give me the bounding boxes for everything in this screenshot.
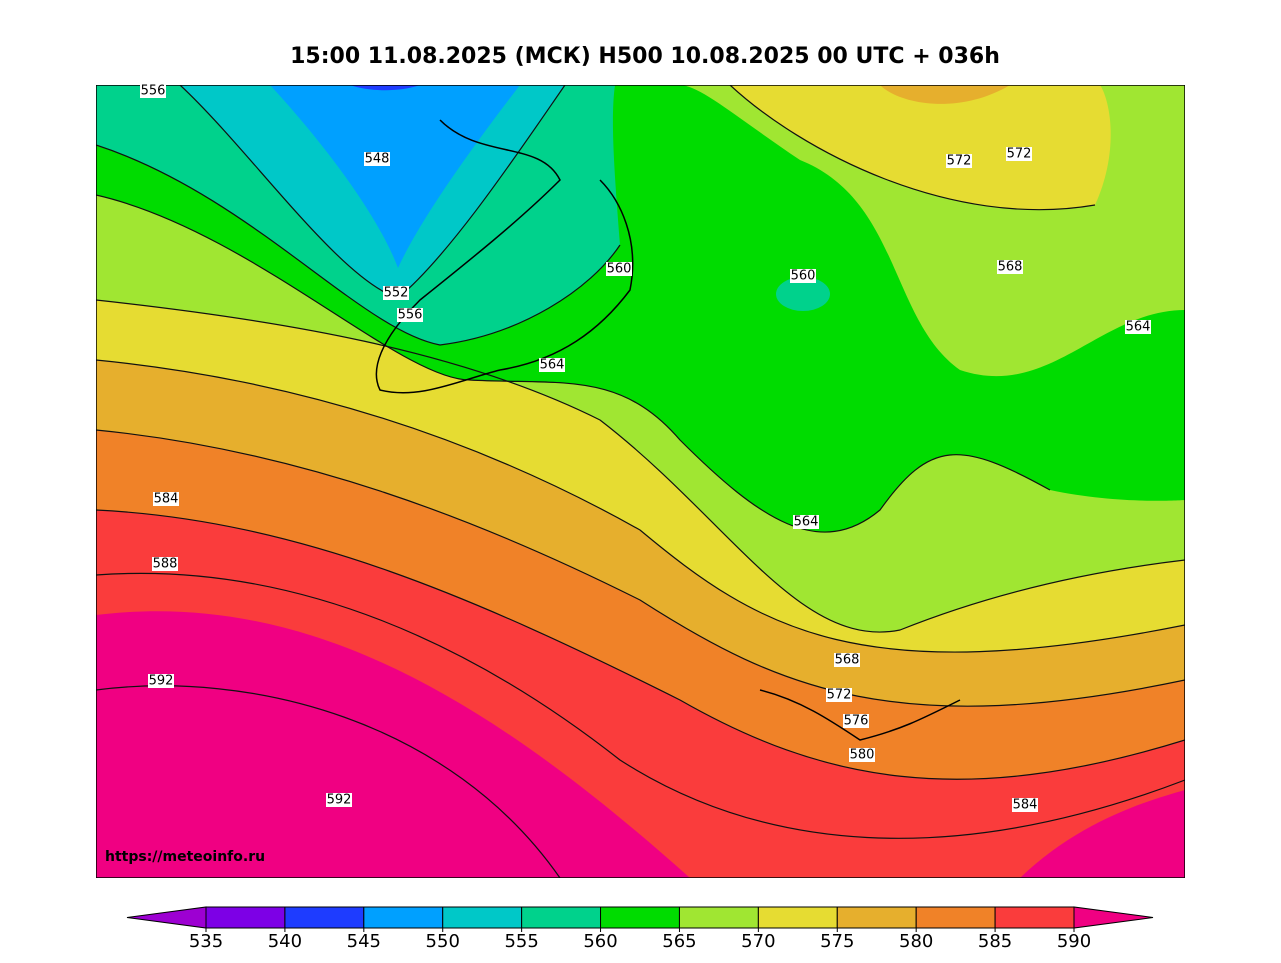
contour-label-bg — [397, 308, 423, 322]
contour-label-bg — [606, 262, 632, 276]
contour-label-bg — [153, 492, 179, 506]
colorbar-segment — [521, 906, 602, 929]
colorbar-segment — [678, 906, 759, 929]
contour-label: 564 — [540, 358, 565, 373]
contour-label-bg — [946, 154, 972, 168]
colorbar-segment — [205, 906, 286, 929]
colorbar-tick-label: 540 — [268, 931, 302, 952]
contour-label: 568 — [835, 653, 860, 668]
contour-label: 588 — [153, 557, 178, 572]
contour-label: 552 — [384, 286, 409, 301]
colorbar-tick-label: 570 — [741, 931, 775, 952]
contour-label: 592 — [327, 793, 352, 808]
title: 15:00 11.08.2025 (МСК) H500 10.08.2025 0… — [290, 44, 1000, 69]
contour-label-bg — [383, 286, 409, 300]
contour-label-bg — [997, 260, 1023, 274]
colorbar-tick-label: 575 — [820, 931, 854, 952]
contour-label-bg — [793, 515, 819, 529]
colorbar-tick-label: 585 — [978, 931, 1012, 952]
colorbar-tick-label: 555 — [504, 931, 538, 952]
contour-label: 572 — [947, 154, 972, 169]
contour-label: 572 — [1007, 147, 1032, 162]
contour-label: 548 — [365, 152, 390, 167]
colorbar-segment — [284, 906, 365, 929]
contour-label: 576 — [844, 714, 869, 729]
contour-label: 560 — [791, 269, 816, 284]
colorbar-tick-label: 565 — [662, 931, 696, 952]
contour-label-bg — [1006, 147, 1032, 161]
contour-label-bg — [326, 793, 352, 807]
watermark: https://meteoinfo.ru — [105, 849, 265, 865]
colorbar-segment — [994, 906, 1075, 929]
colorbar-tick-label: 550 — [426, 931, 460, 952]
map — [96, 85, 1185, 878]
contour-label-bg — [539, 358, 565, 372]
colorbar-segment — [600, 906, 680, 929]
contour-label-bg — [790, 269, 816, 283]
colorbar-tick-label: 580 — [899, 931, 933, 952]
contour-label: 556 — [141, 84, 166, 99]
colorbar-tick-label: 545 — [347, 931, 381, 952]
contour-label-bg — [1012, 798, 1038, 812]
contour-label: 564 — [1126, 320, 1151, 335]
contour-label: 584 — [1013, 798, 1038, 813]
colorbar-tick-label: 560 — [583, 931, 617, 952]
contour-label: 572 — [827, 688, 852, 703]
contour-label-bg — [140, 84, 166, 98]
contour-label-bg — [834, 653, 860, 667]
contour-label-bg — [152, 557, 178, 571]
contour-label-bg — [826, 688, 852, 702]
colorbar-tick-label: 535 — [189, 931, 223, 952]
colorbar-segment — [836, 906, 917, 929]
contour-label: 580 — [850, 748, 875, 763]
contour-label-bg — [849, 748, 875, 762]
contour-label-bg — [843, 714, 869, 728]
contour-label: 564 — [794, 515, 819, 530]
colorbar-extend-high — [1073, 906, 1154, 929]
colorbar-tick-label: 590 — [1057, 931, 1091, 952]
contour-label-bg — [1125, 320, 1151, 334]
colorbar-extend-low — [126, 906, 207, 929]
colorbar-segment — [757, 906, 838, 929]
contour-label: 560 — [607, 262, 632, 277]
contour-label-bg — [364, 152, 390, 166]
contour-label: 556 — [398, 308, 423, 323]
contour-label-bg — [148, 674, 174, 688]
colorbar-segment — [915, 906, 996, 929]
contour-label: 592 — [149, 674, 174, 689]
contour-label: 584 — [154, 492, 179, 507]
contour-label: 568 — [998, 260, 1023, 275]
colorbar-segment — [363, 906, 444, 929]
colorbar-segment — [442, 906, 523, 929]
